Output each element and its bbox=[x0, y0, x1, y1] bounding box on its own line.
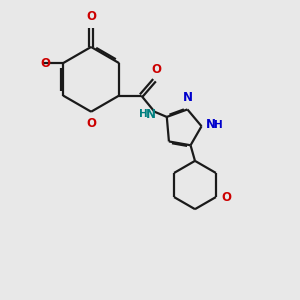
Text: O: O bbox=[86, 11, 96, 23]
Text: O: O bbox=[221, 190, 231, 204]
Text: H: H bbox=[214, 120, 223, 130]
Text: N: N bbox=[206, 118, 216, 131]
Text: N: N bbox=[146, 108, 156, 121]
Text: H: H bbox=[139, 109, 148, 119]
Text: O: O bbox=[86, 117, 96, 130]
Text: O: O bbox=[40, 57, 50, 70]
Text: O: O bbox=[151, 63, 161, 76]
Text: N: N bbox=[182, 91, 192, 104]
